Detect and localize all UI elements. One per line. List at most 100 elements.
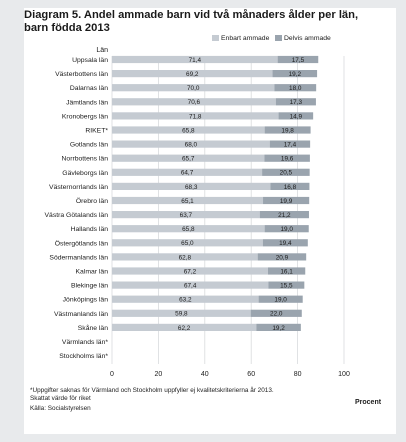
bar-delvis (275, 98, 316, 106)
data-label: 68,3 (185, 184, 198, 191)
data-label: 70,0 (187, 85, 200, 92)
x-tick-label: 80 (294, 371, 302, 378)
bar-enbart (112, 55, 278, 64)
data-label: 67,2 (184, 268, 197, 275)
data-label: 63,2 (179, 297, 192, 304)
data-label: 17,3 (290, 99, 303, 106)
x-tick-label: 0 (110, 371, 114, 378)
footnote-quality: *Uppgifter saknas för Värmland och Stock… (30, 387, 274, 394)
bar-delvis (262, 239, 308, 247)
bar-enbart (112, 281, 269, 289)
bar-delvis (257, 253, 307, 261)
data-label: 20,9 (276, 254, 289, 261)
bar-enbart (112, 239, 263, 247)
bar-delvis (264, 225, 309, 233)
category-label: Hallands län (71, 226, 109, 233)
bar-enbart (112, 168, 263, 176)
bar-delvis (272, 70, 318, 78)
legend-swatch (275, 35, 282, 41)
data-label: 65,1 (181, 198, 194, 205)
category-label: Kronobergs län (62, 113, 108, 120)
data-label: 62,2 (178, 325, 191, 332)
data-label: 71,4 (189, 57, 202, 64)
category-label: RIKET* (85, 128, 108, 135)
category-label: Örebro län (76, 197, 108, 205)
x-tick-label: 60 (247, 371, 255, 378)
category-label: Kalmar län (76, 269, 109, 276)
bar-enbart (112, 98, 276, 106)
category-label: Västra Götalands län (45, 212, 109, 219)
legend-label: Delvis ammade (284, 35, 331, 42)
data-label: 63,7 (180, 212, 193, 219)
bar-enbart (112, 70, 273, 78)
bar-delvis (263, 196, 310, 205)
footnote-estimate: Skattat värde för riket (30, 395, 91, 402)
category-label: Jönköpings län (63, 297, 109, 304)
x-axis-unit: Procent (355, 399, 382, 406)
category-label: Västmanlands län (54, 311, 108, 318)
category-labels: Uppsala län Västerbottens län Dalarnas län… (45, 57, 109, 360)
data-label: 71,8 (189, 113, 202, 120)
legend-label: Enbart ammade (221, 35, 270, 42)
data-label: 68,0 (185, 142, 198, 149)
category-label: Blekinge län (71, 283, 108, 290)
bar-enbart (112, 196, 264, 205)
bar-enbart (112, 309, 251, 317)
category-label: Gotlands län (70, 142, 108, 149)
bar-delvis (268, 281, 305, 289)
data-label: 16,8 (284, 184, 297, 191)
legend: Enbart ammade Delvis ammade (212, 35, 331, 42)
bar-enbart (112, 112, 279, 120)
bar-delvis (258, 295, 303, 303)
data-label: 65,7 (182, 156, 195, 163)
data-label: 19,2 (289, 71, 302, 78)
data-label: 69,2 (186, 71, 199, 78)
category-label: Uppsala län (72, 57, 108, 64)
bar-delvis (274, 84, 317, 92)
bar-enbart (112, 84, 275, 92)
data-label: 19,6 (281, 156, 294, 163)
bar-delvis (256, 323, 301, 331)
bar-delvis (264, 126, 311, 134)
category-label: Dalarnas län (70, 85, 108, 92)
chart-card (24, 8, 396, 434)
bar-delvis (262, 168, 310, 176)
data-label: 14,9 (290, 113, 303, 120)
category-label: Skåne län (78, 324, 108, 332)
data-label: 15,5 (280, 283, 293, 290)
data-label: 22,0 (270, 311, 283, 318)
bar-enbart (112, 211, 260, 219)
category-label: Norrbottens län (62, 156, 109, 163)
data-label: 65,0 (181, 240, 194, 247)
data-label: 19,2 (272, 325, 285, 332)
x-tick-label: 100 (338, 371, 350, 378)
bar-enbart (112, 295, 259, 303)
data-label: 19,9 (280, 198, 293, 205)
bar-enbart (112, 267, 268, 275)
bar-delvis (264, 154, 310, 162)
bar-enbart (112, 182, 271, 190)
category-label: Jämtlands län (66, 99, 108, 106)
data-label: 19,0 (274, 297, 287, 304)
data-label: 16,1 (280, 268, 293, 275)
bar-delvis (250, 309, 302, 317)
data-label: 20,5 (280, 170, 293, 177)
legend-swatch (212, 35, 219, 41)
data-label: 59,8 (175, 311, 188, 318)
bar-delvis (267, 267, 306, 275)
chart-title: Diagram 5. Andel ammade barn vid två mån… (24, 9, 359, 34)
bar-delvis (270, 182, 310, 190)
x-axis-ticks: 0 20 40 60 80 100 (110, 371, 350, 378)
data-label: 19,8 (281, 127, 294, 134)
bar-enbart (112, 140, 270, 148)
category-label: Västernorrlands län (49, 184, 108, 191)
data-label: 19,4 (279, 240, 292, 247)
category-axis-label: Län (96, 47, 108, 54)
category-label: Värmlands län* (62, 339, 108, 346)
data-label: 62,8 (179, 254, 192, 261)
bar-enbart (112, 154, 265, 162)
bar-delvis (277, 55, 319, 64)
bars: 71,4 17,5 69,2 19,2 70,0 18,0 70,6 17,3 71,8 14,9… (112, 55, 319, 332)
data-label: 65,8 (182, 127, 195, 134)
